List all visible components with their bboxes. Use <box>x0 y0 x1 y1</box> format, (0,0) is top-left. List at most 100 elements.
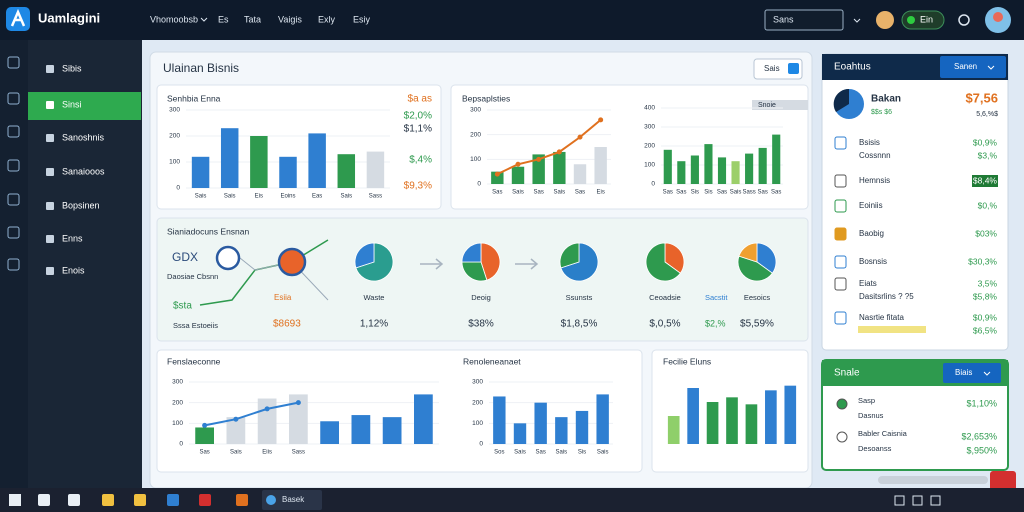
bar <box>220 128 239 188</box>
row-label: Bsisis <box>859 138 880 147</box>
bar <box>594 147 607 184</box>
row2-sub: Dasnus <box>858 411 884 420</box>
row-label: Eoiniis <box>859 201 883 210</box>
menu-item: Sibis <box>62 63 82 73</box>
flow-text: $sta <box>173 301 192 312</box>
x-tick-label: Sis <box>578 450 586 456</box>
flow-text: $2,% <box>705 318 726 328</box>
nav-item: Es <box>218 14 229 24</box>
taskbar-icon[interactable] <box>167 494 179 506</box>
y-tick-label: 200 <box>644 143 655 150</box>
y-tick-label: 300 <box>644 124 655 131</box>
row-icon <box>834 311 847 325</box>
menu-item: Sanoshnis <box>62 132 105 142</box>
nav-item: Vaigis <box>278 14 302 24</box>
pie-slice <box>737 255 773 282</box>
start-button[interactable] <box>9 494 21 506</box>
status-text: Ein <box>920 14 933 24</box>
pie-slice <box>355 242 394 282</box>
chart-title: Fenslaeconne <box>167 356 221 366</box>
nav-caret <box>200 17 208 22</box>
y-tick-label: 300 <box>169 107 180 114</box>
search-box[interactable] <box>764 9 844 31</box>
flow-text: Sacstit <box>705 293 728 302</box>
bar <box>731 161 740 184</box>
y-tick-label: 0 <box>479 441 483 448</box>
x-tick-label: Sais <box>730 190 742 196</box>
x-tick-label: Sas <box>575 190 585 196</box>
y-tick-label: 300 <box>472 379 483 386</box>
x-tick-label: Sas <box>717 190 727 196</box>
chart-note: $,4% <box>409 155 432 166</box>
icon-strip <box>0 40 28 488</box>
bar <box>687 388 699 444</box>
bar <box>191 156 210 188</box>
summary-label: Bakan <box>871 94 901 105</box>
button-icon <box>788 63 799 74</box>
y-tick-label: 100 <box>169 159 180 166</box>
card <box>156 84 442 210</box>
x-tick-label: Sis <box>691 190 699 196</box>
taskbar-icon[interactable] <box>236 494 248 506</box>
taskbar-icon[interactable] <box>134 494 146 506</box>
bar <box>555 417 568 444</box>
trend-point <box>233 416 239 422</box>
row-label: Baobig <box>859 229 884 238</box>
x-tick-label: Eoins <box>280 194 295 200</box>
bar <box>532 154 545 184</box>
pie-slice <box>664 242 685 274</box>
bar <box>677 161 686 184</box>
taskbar-icon[interactable] <box>68 494 80 506</box>
row-label: Bosnsis <box>859 257 887 266</box>
trend-point <box>202 422 208 428</box>
panel2-button[interactable] <box>943 363 1001 383</box>
bar <box>320 421 339 444</box>
notice-badge[interactable] <box>990 471 1016 491</box>
pie-label: Eesoics <box>744 293 771 302</box>
status-pill[interactable] <box>901 10 945 30</box>
y-tick-label: 100 <box>472 420 483 427</box>
pie-value: $,0,5% <box>649 319 680 330</box>
bar <box>226 417 246 444</box>
bar <box>573 164 587 184</box>
trend-line <box>204 401 299 427</box>
row-bar <box>858 326 926 333</box>
x-tick-label: Sas <box>676 190 686 196</box>
bar <box>279 156 297 188</box>
chart-note: $a as <box>408 94 432 105</box>
bar <box>351 415 371 444</box>
taskbar-app[interactable] <box>262 490 322 510</box>
row-icon <box>834 174 847 188</box>
menu-item: Enois <box>62 265 85 275</box>
taskbar-icon[interactable] <box>199 494 211 506</box>
flow-text: $8693 <box>273 319 301 330</box>
y-tick-label: 100 <box>644 162 655 169</box>
panel2-caret <box>983 371 991 376</box>
chart-note: $9,3% <box>404 181 432 192</box>
menu-item: Sanaiooos <box>62 166 105 176</box>
bar <box>745 153 754 184</box>
x-tick-label: Sass <box>292 450 305 456</box>
x-tick-label: Eis <box>255 194 263 200</box>
row-highlight <box>972 175 998 187</box>
taskbar-app-icon <box>266 495 276 505</box>
side-icon <box>7 56 20 69</box>
panel-button[interactable] <box>940 56 1006 78</box>
chart-note: $2,0% <box>404 111 432 122</box>
taskbar-icon[interactable] <box>38 494 50 506</box>
trend-point <box>577 134 583 140</box>
row2-sub: Desoanss <box>858 444 892 453</box>
tray-icon <box>894 495 905 506</box>
pie-slice <box>461 242 482 263</box>
y-tick-label: 0 <box>179 441 183 448</box>
row-value: $0,% <box>978 200 998 210</box>
taskbar-icon[interactable] <box>102 494 114 506</box>
summary-sub: $$s $6 <box>871 109 892 116</box>
x-tick-label: Sais <box>340 194 352 200</box>
bell-icon[interactable] <box>958 14 970 26</box>
trend-point <box>556 149 562 155</box>
chart-badge-text: Snoie <box>758 102 776 109</box>
y-tick-label: 100 <box>172 420 183 427</box>
pie-slice <box>738 242 758 263</box>
